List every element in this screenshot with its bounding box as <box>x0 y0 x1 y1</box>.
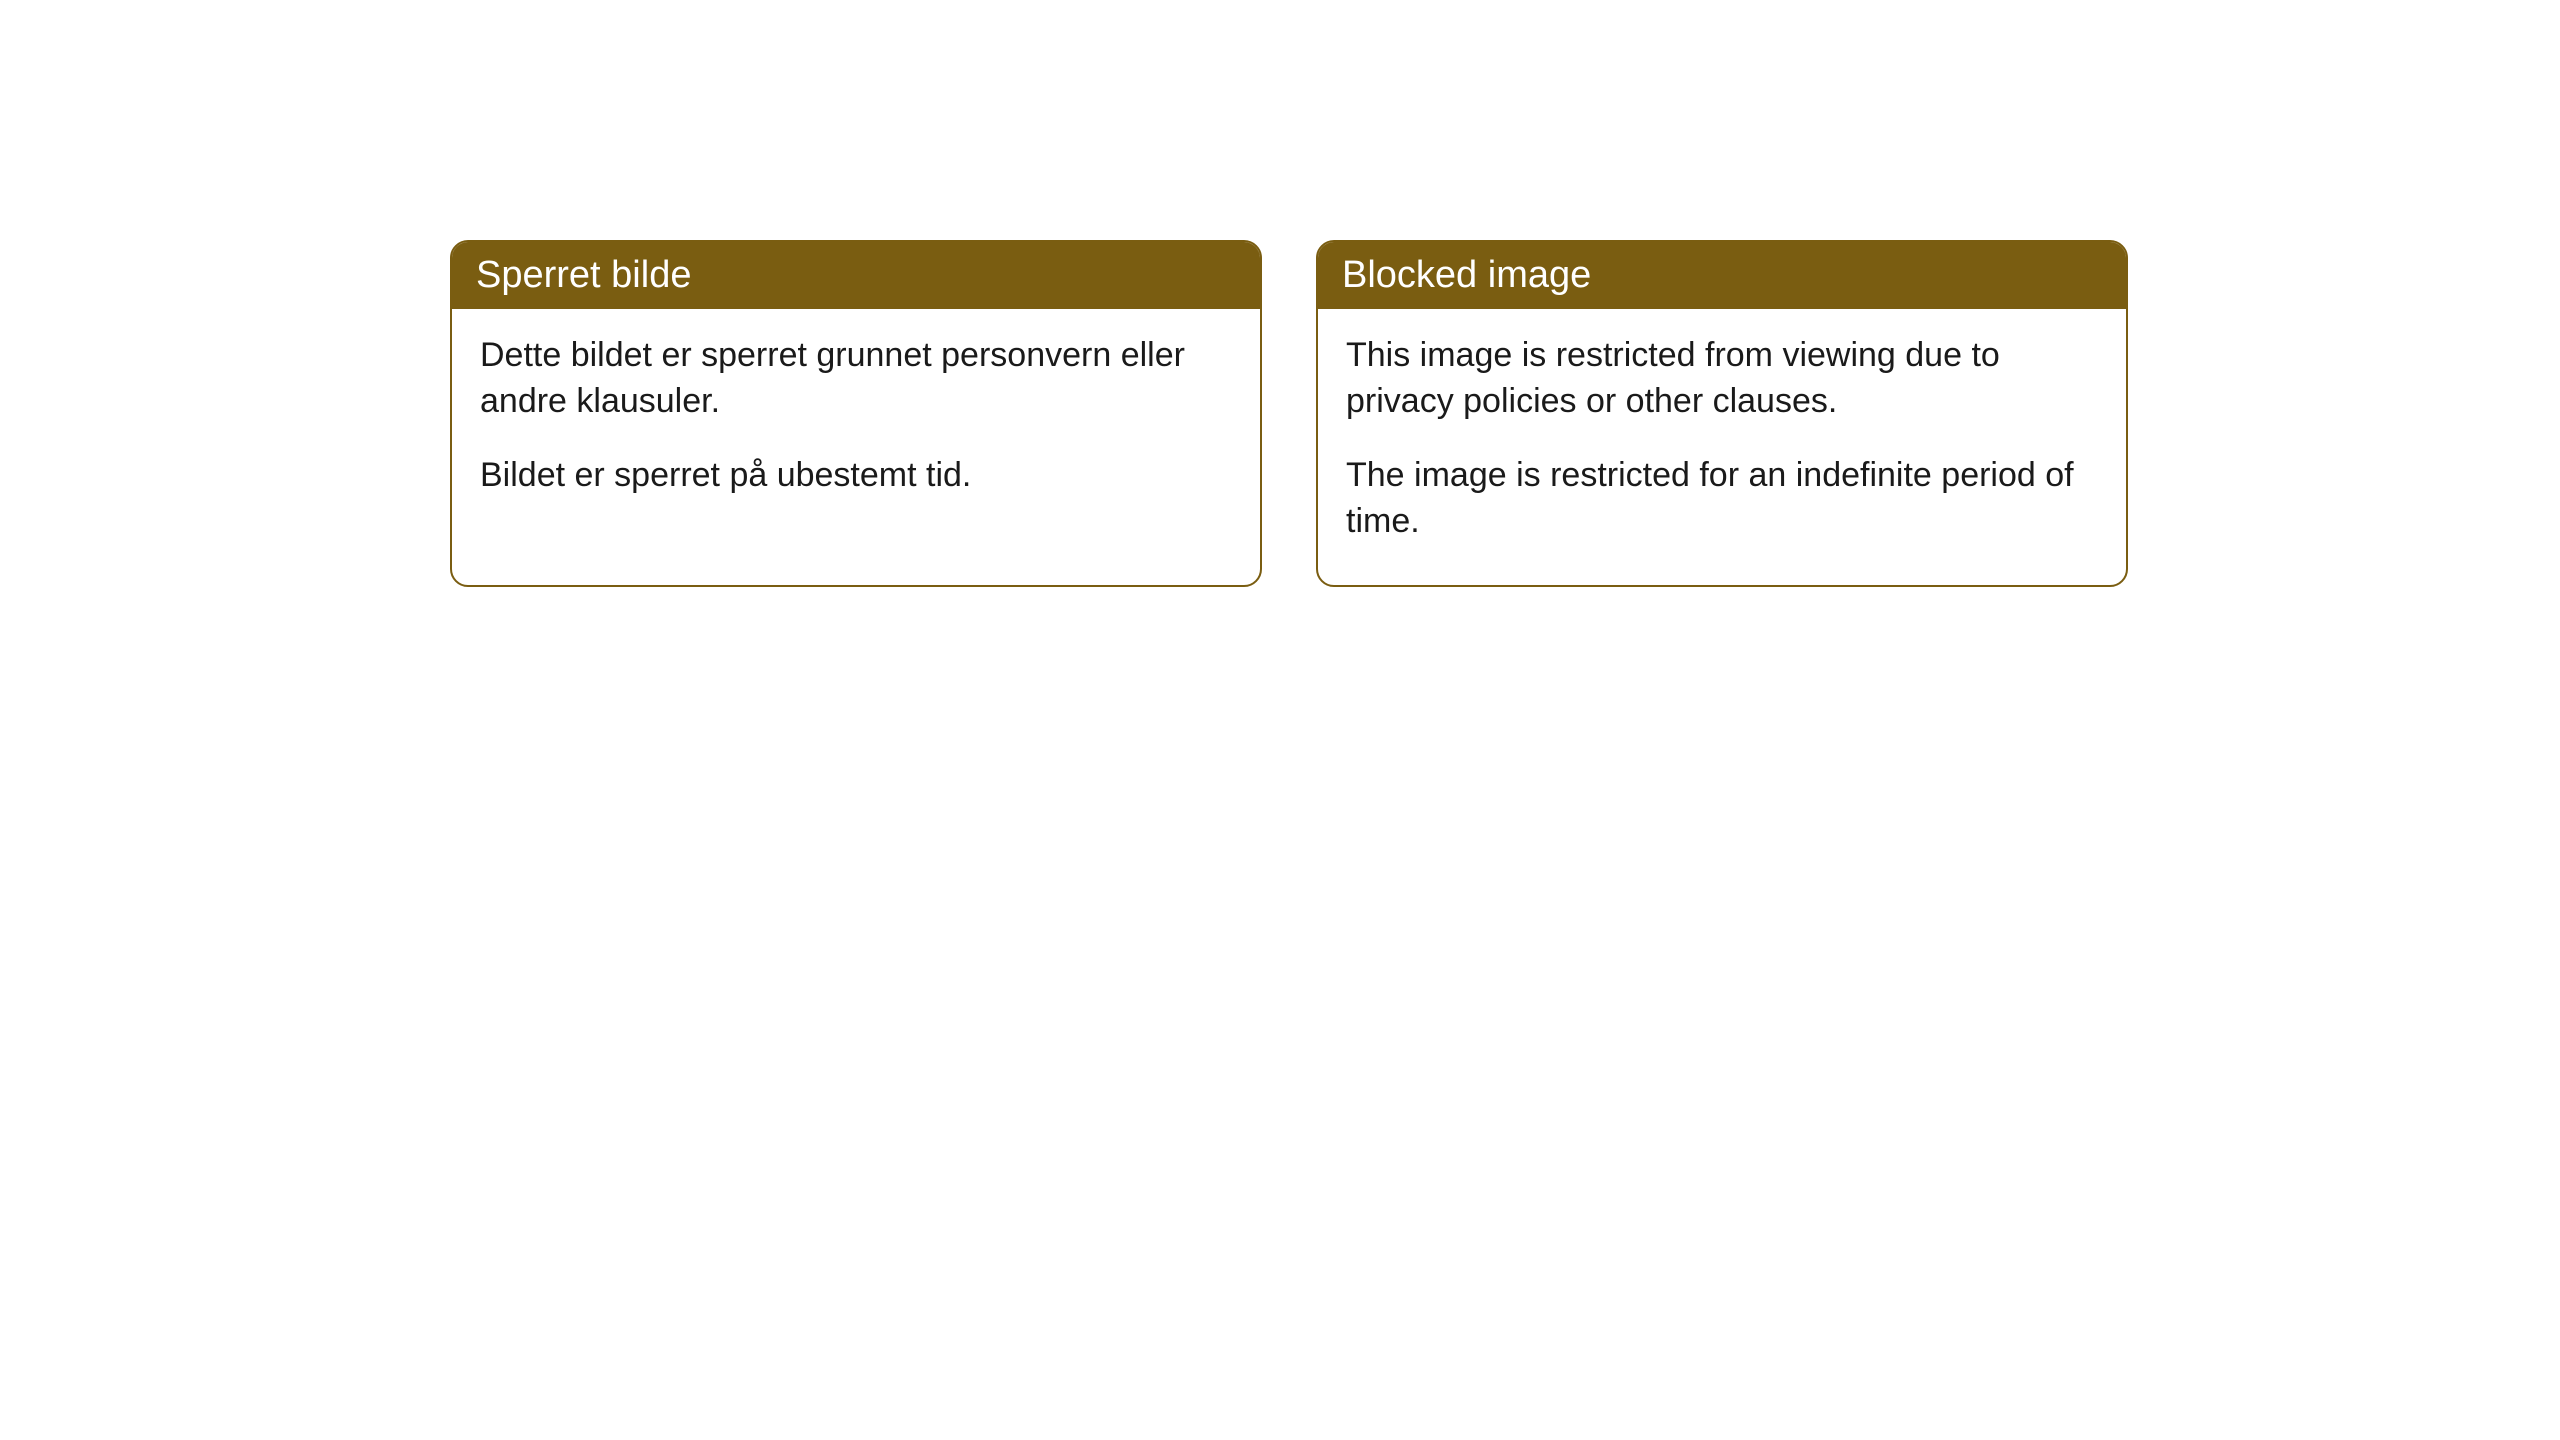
blocked-image-card-english: Blocked image This image is restricted f… <box>1316 240 2128 587</box>
cards-container: Sperret bilde Dette bildet er sperret gr… <box>0 0 2560 587</box>
blocked-image-card-norwegian: Sperret bilde Dette bildet er sperret gr… <box>450 240 1262 587</box>
card-paragraph: Dette bildet er sperret grunnet personve… <box>480 333 1232 425</box>
card-paragraph: This image is restricted from viewing du… <box>1346 333 2098 425</box>
card-paragraph: The image is restricted for an indefinit… <box>1346 453 2098 545</box>
card-header-norwegian: Sperret bilde <box>452 242 1260 309</box>
card-title: Blocked image <box>1342 254 1591 296</box>
card-title: Sperret bilde <box>476 254 691 296</box>
card-body-norwegian: Dette bildet er sperret grunnet personve… <box>452 309 1260 539</box>
card-paragraph: Bildet er sperret på ubestemt tid. <box>480 453 1232 499</box>
card-header-english: Blocked image <box>1318 242 2126 309</box>
card-body-english: This image is restricted from viewing du… <box>1318 309 2126 585</box>
